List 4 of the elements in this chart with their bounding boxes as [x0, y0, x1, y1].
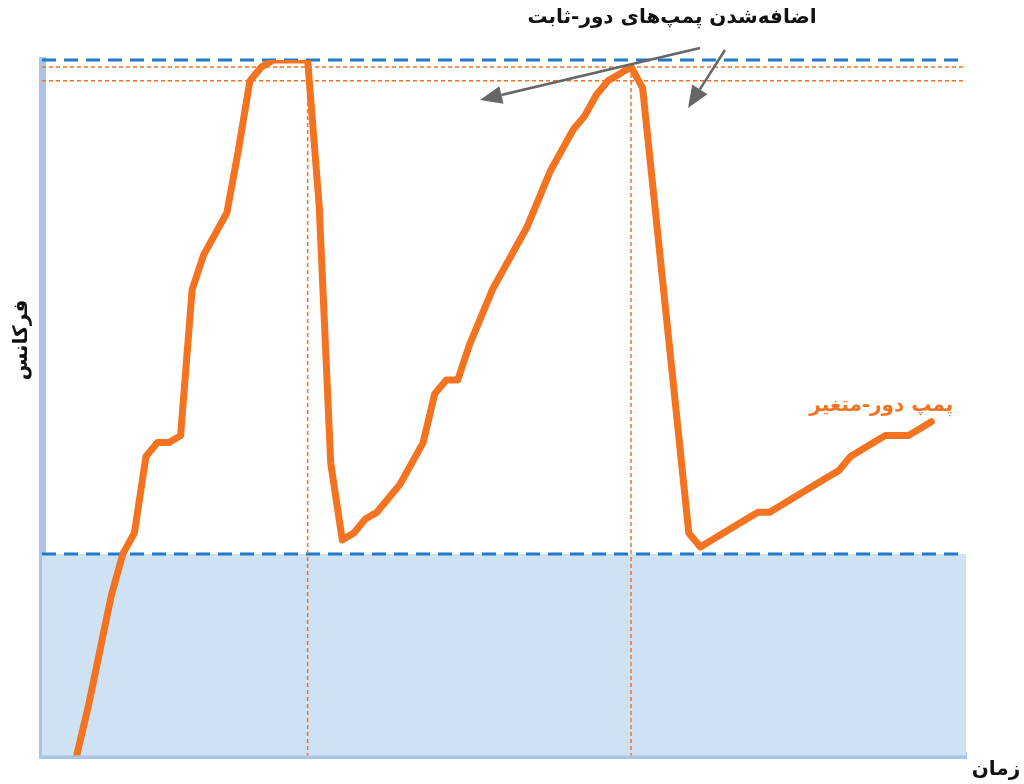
series-label: پمپ دور-متغیر — [808, 391, 954, 417]
x-axis-title: زمان — [971, 756, 1021, 781]
y-axis-title: فرکانس — [8, 299, 33, 381]
text: اضافه‌شدن پمپ‌های دور-ثابت — [527, 4, 817, 30]
